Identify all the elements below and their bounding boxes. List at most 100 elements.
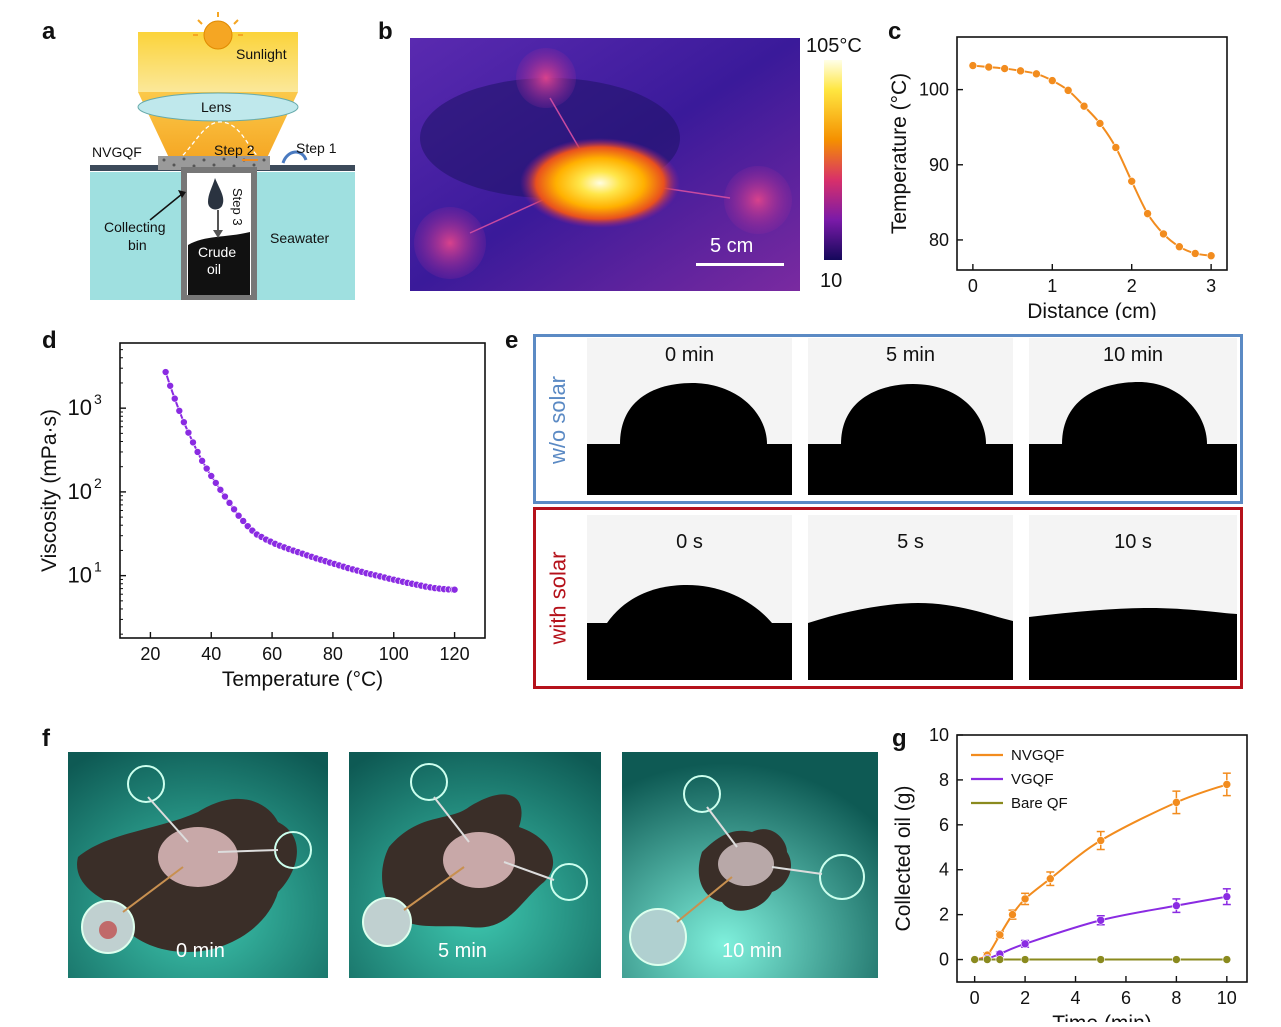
data-point [1172,901,1181,910]
crude-oil-fill [188,232,250,295]
label-sunlight: Sunlight [236,46,287,62]
f-photo-2 [349,752,601,978]
data-point [1143,209,1152,218]
data-point [1159,229,1168,239]
data-point [1222,955,1232,964]
data-point [184,428,193,437]
y-tick-label: 10 [68,395,92,420]
data-point [207,472,216,480]
data-point [1096,836,1106,845]
e-frame-1-1 [587,338,792,495]
data-point [1175,242,1184,251]
thermal-image: 5 cm [410,38,800,291]
data-point [225,499,234,507]
data-point [216,485,225,494]
data-point [995,955,1005,964]
plot-frame [956,734,1248,983]
x-tick-label: 3 [1206,276,1216,296]
data-point [1172,955,1181,964]
x-tick-label: 8 [1171,988,1181,1008]
data-point [239,517,247,525]
label-lens: Lens [201,99,231,115]
y-tick-label: 10 [68,563,92,588]
series-line [974,895,1228,961]
label-step2: Step 2 [214,142,255,158]
y-tick-label: 10 [68,479,92,504]
x-tick-label: 80 [323,644,343,664]
panel-label-g: g [892,725,907,752]
step1-arrow [281,150,308,164]
e-frame-2-2 [808,515,1013,680]
e-row1-label: w/o solar [545,375,571,465]
data-point [193,448,202,456]
e-frame-1-2 [808,338,1013,495]
x-tick-label: 0 [970,988,980,1008]
e-time-1-3: 10 min [1102,344,1164,366]
y-tick-label: 80 [929,230,949,250]
panel-label-d: d [42,327,57,354]
label-bin: bin [128,237,147,253]
f-time-1: 0 min [176,940,225,962]
data-point [450,585,459,594]
data-point [1206,251,1216,261]
x-tick-label: 2 [1127,276,1137,296]
panel-label-c: c [888,18,902,45]
colorbar-min: 10 [820,270,842,292]
data-point [1016,66,1025,76]
oil-droplet-icon [208,178,224,210]
data-point [1020,955,1030,964]
x-tick-label: 2 [1020,988,1030,1008]
colorbar: 105°C 10 [806,35,862,292]
data-point [1079,101,1089,111]
x-tick-label: 4 [1071,988,1081,1008]
scale-bar-label: 5 cm [710,235,753,257]
label-oil: oil [207,261,221,277]
legend-label: Bare QF [1011,795,1068,812]
y-tick-label: 100 [919,80,949,100]
data-point [234,511,243,520]
y-tick-exponent: 1 [94,559,102,575]
data-point [1127,177,1137,186]
y-tick-label: 6 [939,815,949,835]
f-photo-3 [622,752,878,978]
data-point [161,368,170,376]
data-point [995,930,1005,940]
panel-label-b: b [378,18,393,45]
data-point [1222,892,1232,901]
data-point [1172,798,1181,807]
label-crude: Crude [198,244,236,260]
data-point [1020,939,1030,949]
x-tick-label: 6 [1121,988,1131,1008]
data-point [166,381,174,390]
e-time-2-3: 10 s [1114,531,1152,553]
data-point [1020,894,1030,904]
panel-label-f: f [42,725,50,752]
data-point [202,464,211,473]
f-time-3: 10 min [722,940,783,962]
legend-label: NVGQF [1011,747,1064,764]
data-point [982,955,992,964]
label-nvgqf: NVGQF [92,144,142,160]
colorbar-max: 105°C [806,35,862,57]
data-point [984,62,994,72]
data-point [970,955,979,964]
legend-label: VGQF [1011,771,1054,788]
data-point [230,505,238,514]
data-point [1096,955,1106,964]
data-point [1096,915,1106,925]
data-point [1063,86,1073,95]
e-frame-1-3 [1029,338,1237,495]
y-tick-label: 4 [939,860,949,880]
data-point [1000,64,1009,73]
sun-icon [193,12,243,50]
label-step3: Step 3 [230,188,245,226]
x-tick-label: 1 [1047,276,1057,296]
label-collecting: Collecting [104,219,165,235]
y-tick-exponent: 3 [94,391,102,407]
lens-shape [137,92,299,122]
label-seawater: Seawater [270,230,329,246]
y-axis-label: Viscosity (mPa·s) [38,409,61,572]
y-tick-label: 10 [929,725,949,745]
e-frame-2-1 [587,515,792,680]
